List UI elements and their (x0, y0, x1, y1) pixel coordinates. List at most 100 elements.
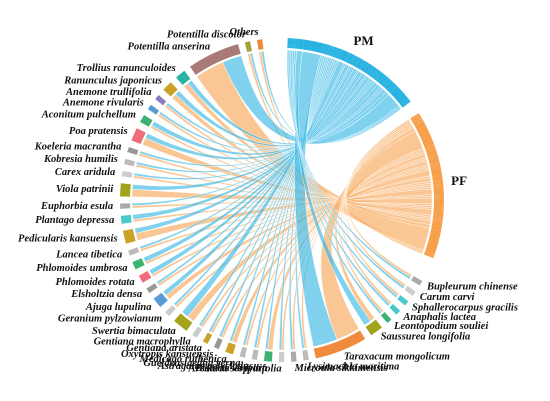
target-arc-segment (432, 175, 443, 182)
category-arc (155, 95, 167, 106)
category-label: Oxytropis kansuensis (121, 349, 213, 360)
target-arc-segment (433, 198, 444, 205)
ribbon (294, 51, 338, 347)
category-label: Plantago depressa (35, 215, 114, 226)
ribbon (222, 55, 400, 145)
ribbon (173, 63, 346, 306)
ribbon (210, 166, 429, 334)
target-arc-segment (424, 144, 435, 150)
target-arc-segment (363, 63, 373, 74)
ribbon (131, 75, 368, 206)
target-arc-segment (387, 83, 398, 94)
category-label: Gentiana aristata (126, 343, 202, 354)
ribbon (293, 50, 382, 315)
target-arc-segment (330, 46, 336, 57)
target-arc-segment (368, 66, 378, 77)
category-label: Trollius ranunculoides (77, 63, 176, 74)
target-arc-segment (378, 75, 389, 86)
target-arc-segment (346, 53, 355, 65)
target-arc-segment (328, 45, 334, 56)
target-arc-segment (430, 165, 441, 170)
ribbon (265, 56, 329, 350)
category-arc (302, 349, 309, 361)
ribbon (288, 55, 325, 350)
target-arc-segment (428, 157, 440, 165)
target-arc-segment (433, 209, 444, 217)
category-arc (127, 147, 139, 156)
target-arc-segment (371, 68, 379, 79)
ribbon (208, 59, 338, 333)
category-label: Swertia bimaculata (92, 326, 176, 337)
target-arc-segment (423, 252, 434, 259)
ribbon (295, 54, 323, 349)
target-arc-segment (302, 39, 324, 54)
category-arc (290, 351, 297, 362)
target-arc-segment (433, 207, 444, 211)
category-label: Microula sikkimensis (294, 363, 388, 374)
target-arc-segment (358, 59, 366, 70)
category-label: Gentiana macrophylla (94, 337, 191, 348)
category-arc (313, 330, 366, 359)
series-label: PF (451, 173, 467, 188)
target-arc-segment (433, 183, 444, 187)
target-arc-segment (323, 44, 328, 55)
category-label: Astragalus polycladus (157, 361, 253, 372)
category-label: Anaphalis lactea (402, 312, 476, 323)
category-label: Anemone trullifolia (65, 87, 151, 98)
target-arc-segment (296, 38, 304, 50)
ribbon (139, 70, 360, 250)
ribbon (175, 175, 431, 308)
target-arc-segment (432, 217, 443, 221)
category-arc (190, 44, 241, 75)
category-label: Carum carvi (420, 292, 475, 303)
category-label: Pedicularis kansuensis (18, 233, 117, 244)
ribbon (294, 50, 371, 326)
target-arc-segment (431, 221, 443, 227)
category-arc (404, 285, 416, 296)
category-arc (411, 276, 423, 286)
category-label: Euphorbia esula (40, 201, 113, 212)
category-arc (120, 203, 131, 209)
target-arc-segment (429, 161, 440, 166)
target-arc-segment (427, 153, 438, 159)
target-arc-segment (372, 70, 381, 80)
target-arc-segment (414, 120, 424, 127)
category-arc (146, 283, 158, 294)
ribbon (149, 66, 355, 275)
target-arc-segment (416, 125, 435, 148)
category-label: Kobresia humilis (43, 154, 118, 165)
target-arc-segment (425, 146, 436, 152)
category-arc (120, 214, 132, 224)
category-arc (122, 228, 136, 244)
category-arc (120, 183, 131, 197)
ribbon (253, 56, 331, 349)
category-label: Leontopodium souliei (393, 321, 488, 332)
ribbon (150, 125, 432, 218)
target-arc-segment (411, 114, 421, 122)
category-label: Lancea tibetica (55, 250, 122, 261)
target-arc-segment (400, 98, 410, 107)
target-arc-segment (433, 205, 444, 209)
ribbon (244, 158, 428, 347)
category-label: Geranium pylzowianum (58, 313, 162, 324)
category-arc (263, 351, 273, 362)
target-arc-segment (339, 50, 349, 62)
ribbon (181, 60, 345, 317)
target-arc-segment (425, 148, 437, 154)
category-arc (365, 319, 382, 336)
series-label: PM (353, 33, 373, 48)
category-arc (192, 326, 203, 338)
category-label: Viola patrinii (56, 184, 114, 195)
target-arc-segment (401, 99, 411, 108)
arcs (120, 38, 444, 362)
category-arc (128, 247, 140, 256)
ribbon (145, 81, 378, 160)
target-arc-segment (433, 203, 444, 207)
category-arc (278, 351, 285, 362)
ribbon (139, 80, 375, 167)
ribbon (220, 164, 429, 339)
category-label: Potentilla discolor (167, 29, 247, 40)
target-arc-segment (433, 194, 444, 197)
category-label: Others (229, 27, 258, 38)
target-arc-segment (433, 185, 444, 189)
